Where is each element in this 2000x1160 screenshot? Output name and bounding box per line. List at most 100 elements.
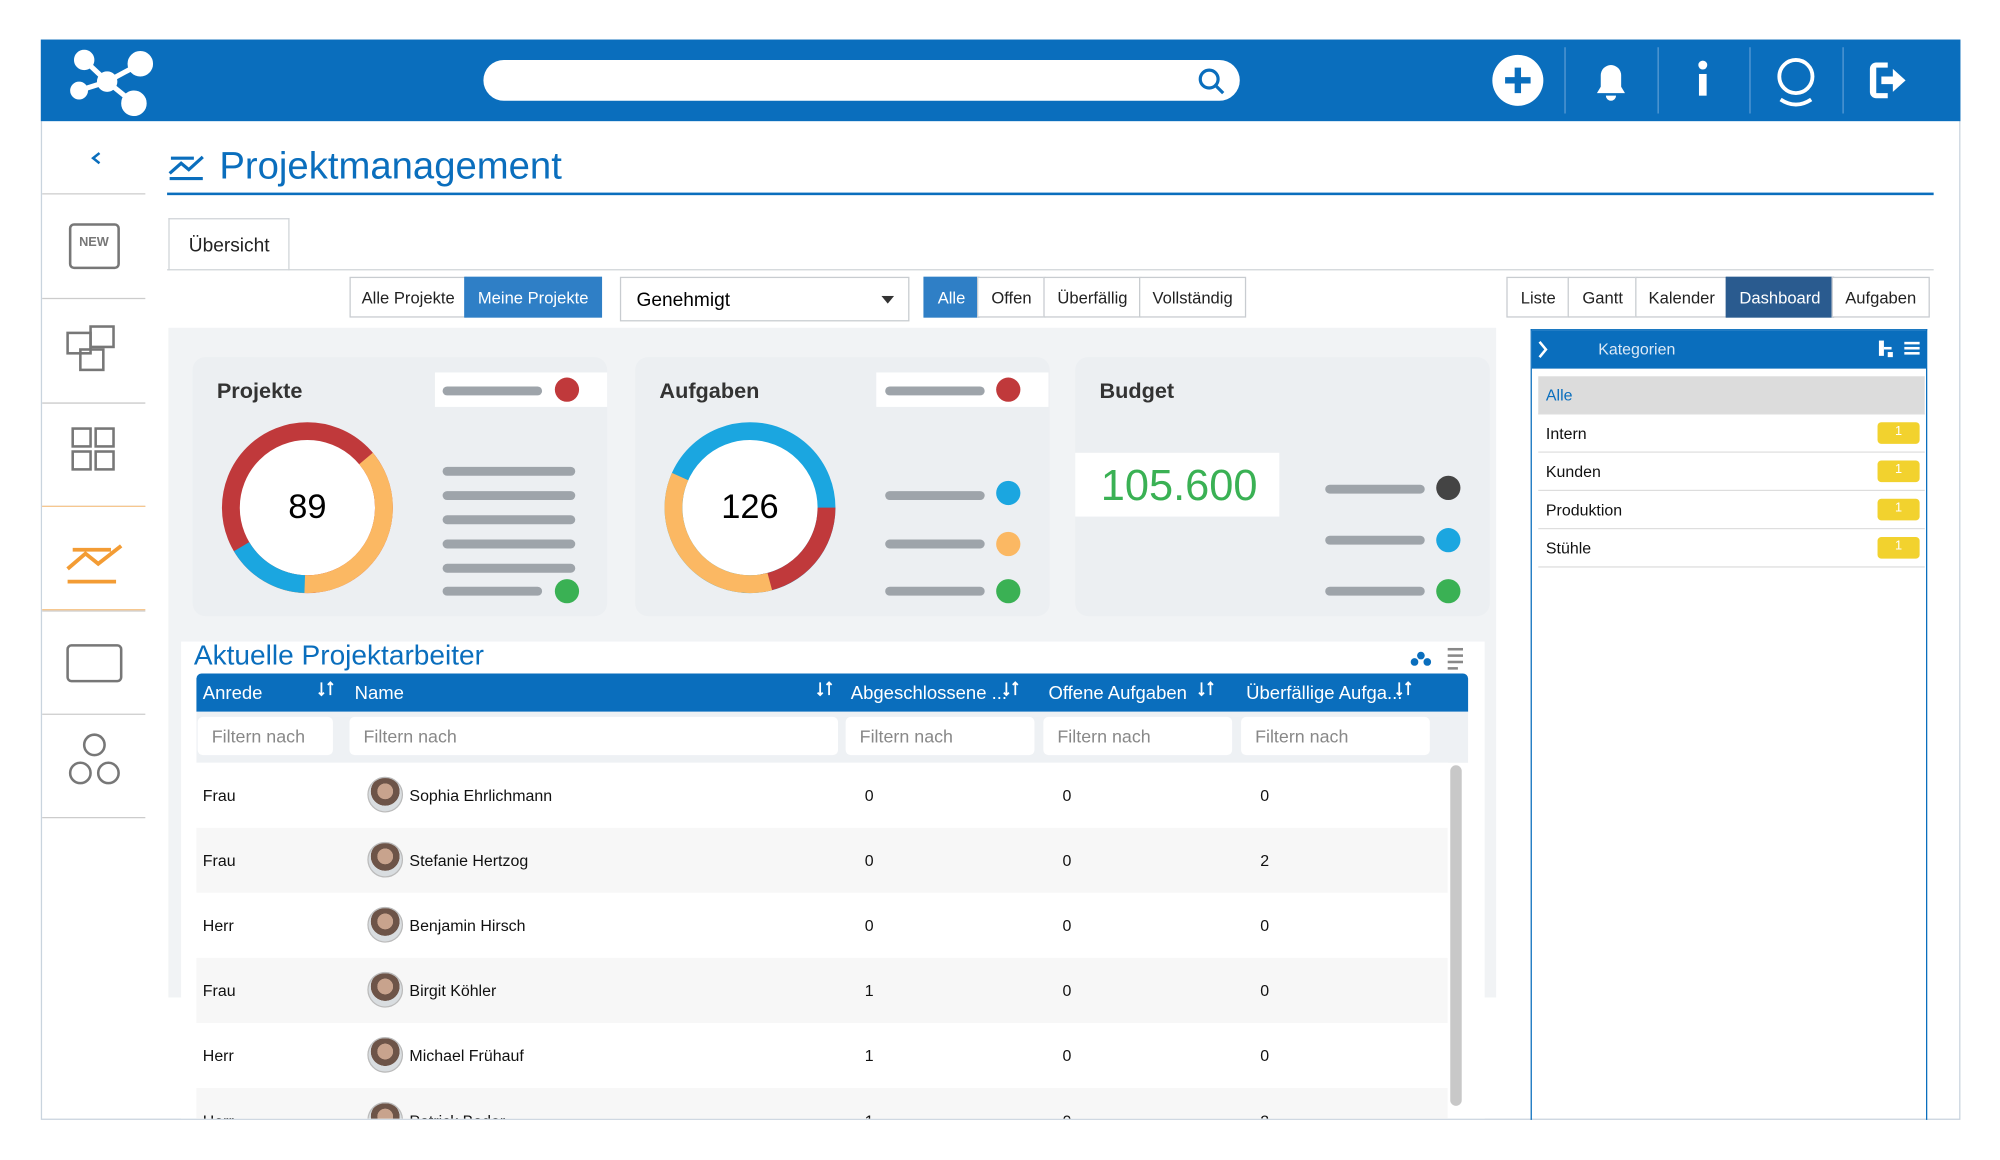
table-cell: 0: [864, 786, 874, 805]
table-row[interactable]: [196, 957, 1448, 1023]
table-cell: 0: [1062, 1112, 1071, 1118]
filter-button[interactable]: Vollständig: [1139, 276, 1247, 318]
filter-button[interactable]: Alle: [923, 276, 980, 318]
table-row[interactable]: [196, 1022, 1448, 1089]
category-title: Kategorien: [1598, 340, 1676, 359]
bar: [885, 491, 985, 500]
dot: [554, 377, 580, 402]
filter-button[interactable]: Meine Projekte: [464, 276, 603, 318]
bar: [442, 515, 576, 525]
bar: [442, 491, 576, 500]
table-tools[interactable]: [1408, 645, 1485, 671]
table-row[interactable]: [196, 1088, 1448, 1119]
dot: [1436, 475, 1461, 500]
card: Budget 105.600: [1075, 357, 1490, 617]
category-name: Stühle: [1545, 539, 1592, 558]
bar: [442, 466, 576, 476]
column-header[interactable]: Anrede: [202, 683, 263, 705]
table-title: Aktuelle Projektarbeiter: [193, 641, 484, 671]
table-row[interactable]: [196, 892, 1448, 958]
category-name: Alle: [1545, 386, 1573, 405]
search-bar[interactable]: [483, 59, 1240, 101]
sidebar: NEW: [42, 122, 146, 1118]
sort-icons[interactable]: [181, 680, 1457, 700]
filter-button[interactable]: Alle Projekte: [349, 276, 467, 318]
filter-button[interactable]: Aufgaben: [1831, 276, 1930, 318]
table-cell: 1: [864, 1047, 874, 1066]
category-item[interactable]: Kunden 1: [1538, 452, 1925, 492]
table-cell: Benjamin Hirsch: [409, 917, 526, 935]
table-cell: Frau: [202, 852, 236, 870]
column-header[interactable]: Offene Aufgaben: [1048, 683, 1187, 705]
svg-text:NEW: NEW: [79, 234, 110, 249]
table-row[interactable]: [196, 762, 1448, 828]
filter-input[interactable]: Filtern nach: [349, 716, 839, 756]
filter-input[interactable]: Filtern nach: [1241, 716, 1430, 756]
bar: [885, 539, 985, 549]
table-cell: 0: [1260, 1047, 1270, 1066]
bar: [442, 586, 543, 596]
filter-button[interactable]: Offen: [977, 276, 1046, 318]
category-count: 1: [1877, 422, 1920, 444]
table-cell: 0: [1260, 982, 1270, 1000]
expand-icon[interactable]: [1537, 341, 1550, 359]
title-rule: [167, 192, 1934, 196]
filter-button[interactable]: Überfällig: [1043, 276, 1142, 318]
filter-input[interactable]: Filtern nach: [197, 716, 333, 756]
table-cell: 2: [1260, 1112, 1269, 1118]
card-title: Budget: [1099, 378, 1175, 404]
filter-button[interactable]: Liste: [1506, 276, 1571, 318]
column-header[interactable]: Name: [354, 683, 404, 705]
filter-input[interactable]: Filtern nach: [845, 716, 1035, 756]
category-item[interactable]: Stühle 1: [1538, 529, 1925, 568]
category-name: Produktion: [1545, 501, 1623, 520]
table-cell: 0: [864, 917, 874, 935]
donut: [221, 422, 393, 594]
table-cell: 0: [1062, 982, 1072, 1000]
category-item[interactable]: Produktion 1: [1538, 491, 1925, 530]
category-item[interactable]: Intern 1: [1538, 414, 1925, 453]
dot: [996, 377, 1021, 402]
filter-input[interactable]: Filtern nach: [1043, 716, 1233, 756]
status-dropdown[interactable]: Genehmigt: [619, 276, 910, 322]
bar: [1325, 586, 1425, 596]
top-bar: [40, 39, 1961, 122]
bar: [885, 386, 985, 396]
category-count: 1: [1877, 536, 1920, 559]
table-cell: Birgit Köhler: [409, 982, 497, 1000]
table-cell: Michael Frühauf: [409, 1047, 524, 1066]
category-tools[interactable]: [1878, 340, 1922, 359]
table-panel: Aktuelle Projektarbeiter Anrede Filtern n…: [181, 641, 1485, 1119]
search-icon: [1198, 68, 1225, 95]
bar: [442, 386, 543, 396]
category-count: 1: [1877, 460, 1920, 483]
table-cell: Stefanie Hertzog: [409, 852, 529, 870]
bar: [1325, 535, 1425, 545]
card-value: 105.600: [1075, 452, 1280, 517]
sidebar-icons[interactable]: NEW: [42, 122, 146, 836]
table-cell: Herr: [203, 1112, 234, 1118]
card: Aufgaben 126: [635, 357, 1050, 617]
table-row[interactable]: [196, 827, 1448, 893]
bar: [885, 586, 985, 596]
avatar: [367, 841, 404, 878]
category-item[interactable]: Alle: [1538, 376, 1925, 415]
table-cell: 0: [1062, 1047, 1072, 1066]
dot: [996, 531, 1021, 557]
filter-button[interactable]: Gantt: [1567, 276, 1638, 318]
scrollbar[interactable]: [1450, 765, 1462, 1106]
filter-button[interactable]: Dashboard: [1725, 276, 1835, 318]
avatar: [367, 906, 404, 943]
tab[interactable]: Übersicht: [168, 218, 290, 271]
category-count: 1: [1877, 498, 1920, 521]
column-header[interactable]: Abgeschlossene ...: [850, 683, 1008, 705]
dot: [554, 579, 580, 604]
filter-button[interactable]: Kalender: [1635, 276, 1729, 318]
avatar: [367, 776, 404, 813]
caret: [881, 295, 895, 304]
column-header[interactable]: Überfällige Aufga...: [1246, 683, 1403, 705]
table-cell: 0: [1062, 786, 1072, 805]
header-icons[interactable]: [1482, 40, 1960, 122]
page-title: Projektmanagement: [219, 145, 562, 188]
avatar: [367, 971, 404, 1008]
